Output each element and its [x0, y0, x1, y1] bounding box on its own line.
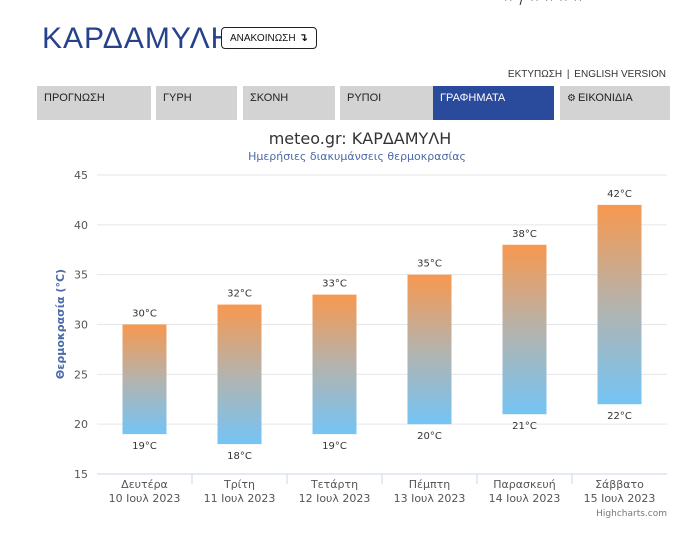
tab-icons[interactable]: ⚙ ΕΙΚΟΝΙΔΙΑ	[560, 86, 670, 120]
x-tick-date: 14 Ιουλ 2023	[489, 492, 561, 505]
high-temp-label: 32°C	[227, 289, 252, 300]
low-temp-label: 22°C	[607, 411, 632, 422]
x-tick-date: 13 Ιουλ 2023	[394, 492, 466, 505]
x-tick-date: 15 Ιουλ 2023	[584, 492, 656, 505]
tab-pollen[interactable]: ΓΥΡΗ	[156, 86, 237, 120]
tab-label: ΕΙΚΟΝΙΔΙΑ	[577, 92, 633, 104]
english-version-link[interactable]: ENGLISH VERSION	[574, 69, 666, 80]
tab-graphs[interactable]: ΓΡΑΦΗΜΑΤΑ	[433, 86, 554, 120]
chart-subtitle: Ημερήσιες διακυμάνσεις θερμοκρασίας	[248, 150, 466, 163]
low-temp-label: 21°C	[512, 421, 537, 432]
temperature-bar	[597, 204, 642, 405]
gear-icon: ⚙	[567, 93, 576, 104]
tab-label: ΠΡΟΓΝΩΣΗ	[44, 92, 105, 104]
y-axis: 15 20 25 30 35 40 45	[74, 169, 88, 481]
page-title: ΚΑΡΔΑΜΥΛΗ	[42, 22, 234, 55]
print-link[interactable]: ΕΚΤΥΠΩΣΗ	[507, 69, 563, 80]
tab-dust[interactable]: ΣΚΟΝΗ	[243, 86, 335, 120]
bars: 30°C 19°C 32°C 18°C 33°C 19°C 35°C 20°C 38°C 21°C…	[122, 189, 642, 462]
tab-label: ΓΥΡΗ	[163, 92, 192, 104]
low-temp-label: 19°C	[322, 441, 347, 452]
x-tick-day: Τρίτη	[223, 478, 255, 491]
y-tick-label: 30	[74, 319, 88, 332]
tab-label: ΓΡΑΦΗΜΑΤΑ	[440, 92, 506, 104]
down-arrow-icon: ↴	[298, 32, 308, 44]
chart-svg: meteo.gr: ΚΑΡΔΑΜΥΛΗ Ημερήσιες διακυμάνσε…	[54, 129, 667, 519]
temperature-bar	[502, 244, 547, 415]
x-tick-day: Παρασκευή	[493, 478, 556, 491]
y-tick-label: 45	[74, 169, 88, 182]
x-tick-day: Πέμπτη	[409, 478, 450, 491]
temperature-bar	[217, 304, 262, 445]
x-tick-day: Δευτέρα	[121, 478, 168, 491]
low-temp-label: 20°C	[417, 431, 442, 442]
high-temp-label: 30°C	[132, 309, 157, 320]
tab-pollutants[interactable]: ΡΥΠΟΙ	[340, 86, 433, 120]
y-tick-label: 25	[74, 368, 88, 381]
temperature-bar	[312, 294, 357, 435]
y-axis-label: Θερμοκρασία (°C)	[54, 269, 67, 379]
tab-forecast[interactable]: ΠΡΟΓΝΩΣΗ	[37, 86, 151, 120]
grid	[97, 174, 667, 475]
x-tick-day: Σάββατο	[595, 478, 644, 491]
tab-label: ΣΚΟΝΗ	[250, 92, 289, 104]
high-temp-label: 38°C	[512, 229, 537, 240]
temperature-chart: meteo.gr: ΚΑΡΔΑΜΥΛΗ Ημερήσιες διακυμάνσε…	[0, 120, 693, 540]
x-tick-date: 10 Ιουλ 2023	[109, 492, 181, 505]
y-tick-label: 15	[74, 468, 88, 481]
low-temp-label: 18°C	[227, 451, 252, 462]
y-tick-label: 40	[74, 219, 88, 232]
high-temp-label: 35°C	[417, 259, 442, 270]
tab-label: ΡΥΠΟΙ	[347, 92, 382, 104]
y-tick-label: 20	[74, 418, 88, 431]
temperature-bar	[122, 324, 167, 435]
announcement-label: ΑΝΑΚΟΙΝΩΣΗ	[230, 33, 296, 44]
tab-bar: ΠΡΟΓΝΩΣΗ ΓΥΡΗ ΣΚΟΝΗ ΡΥΠΟΙ ΓΡΑΦΗΜΑΤΑ ⚙ ΕΙΚ…	[37, 86, 670, 120]
x-tick-day: Τετάρτη	[310, 478, 358, 491]
y-tick-label: 35	[74, 269, 88, 282]
link-separator: |	[566, 69, 570, 80]
top-links: ΕΚΤΥΠΩΣΗ | ENGLISH VERSION	[508, 69, 666, 80]
chart-title: meteo.gr: ΚΑΡΔΑΜΥΛΗ	[269, 129, 452, 148]
x-tick-date: 11 Ιουλ 2023	[204, 492, 276, 505]
credits: Highcharts.com	[596, 509, 667, 519]
high-temp-label: 33°C	[322, 279, 347, 290]
temperature-bar	[407, 274, 452, 425]
high-temp-label: 42°C	[607, 189, 632, 200]
top-mark: ^ / ^ ^ ^ ^	[505, 0, 665, 6]
announcement-button[interactable]: ΑΝΑΚΟΙΝΩΣΗ ↴	[221, 27, 317, 49]
low-temp-label: 19°C	[132, 441, 157, 452]
x-tick-date: 12 Ιουλ 2023	[299, 492, 371, 505]
